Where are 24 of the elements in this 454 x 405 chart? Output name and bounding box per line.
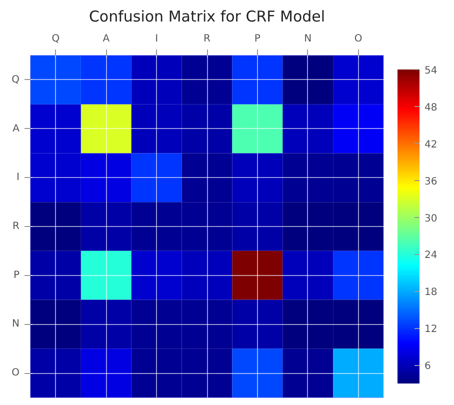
color-bar-label: 54: [424, 66, 438, 76]
y-tick-label: I: [16, 172, 20, 184]
x-tick-label: O: [354, 34, 362, 44]
x-tick-label: Q: [52, 34, 60, 44]
x-tick-label: A: [102, 34, 110, 44]
chart-title: Confusion Matrix for CRF Model: [88, 8, 326, 26]
color-bar-label: 12: [424, 324, 438, 336]
color-bar-label: 24: [424, 250, 438, 262]
y-tick-label: Q: [12, 74, 20, 86]
y-tick-label: N: [12, 318, 20, 330]
color-bar-label: 18: [424, 287, 438, 298]
color-bar-label: 42: [424, 139, 438, 150]
y-tick-label: O: [12, 368, 20, 379]
color-bar-label: 6: [424, 361, 431, 372]
x-tick-label: P: [254, 34, 260, 44]
color-bar-label: 36: [424, 176, 438, 188]
x-tick-label: N: [304, 34, 312, 44]
x-tick-label: I: [155, 34, 158, 44]
color-bar-label: 48: [424, 102, 438, 114]
x-tick-label: R: [204, 34, 211, 44]
color-bar-label: 30: [424, 213, 438, 224]
y-tick-label: P: [13, 270, 20, 281]
y-tick-label: R: [12, 221, 20, 232]
y-tick-label: A: [12, 123, 20, 134]
